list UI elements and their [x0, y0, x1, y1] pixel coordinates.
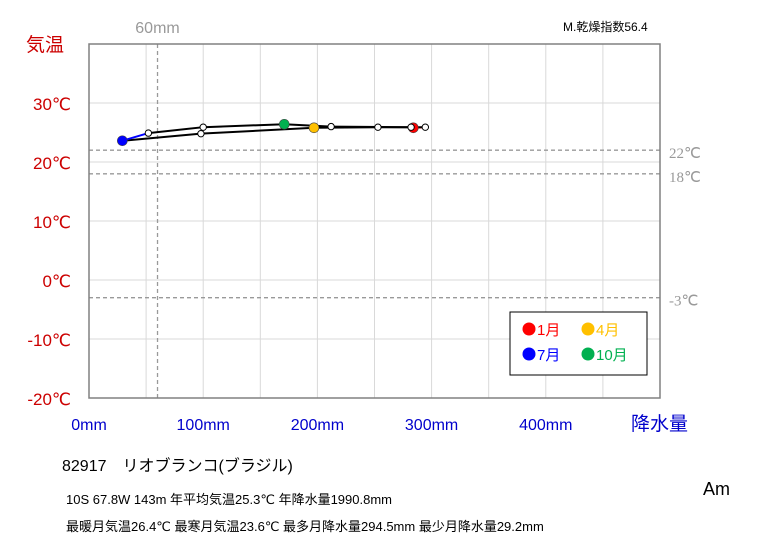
- legend-marker: [581, 322, 595, 336]
- y-tick-label: 0℃: [42, 272, 71, 291]
- reference-label-temp: -3℃: [669, 294, 698, 310]
- month-point-7: [117, 135, 128, 147]
- legend-box: [509, 311, 648, 376]
- climate-classification: Am: [703, 479, 730, 499]
- x-axis-title: 降水量: [631, 413, 688, 435]
- aridity-index: M.乾燥指数56.4: [563, 20, 648, 34]
- legend-label: 4月: [596, 322, 619, 339]
- plot-frame: [88, 43, 661, 399]
- legend-marker: [522, 347, 536, 361]
- month-point-10: [278, 118, 290, 130]
- x-tick-label: 100mm: [177, 417, 230, 434]
- reference-label-precip: 60mm: [135, 20, 179, 37]
- y-tick-labels: 30℃ 20℃ 10℃ 0℃ -10℃ -20℃: [27, 95, 71, 409]
- month-point-8: [144, 129, 153, 137]
- y-tick-label: 10℃: [33, 213, 71, 232]
- climate-path-segment: [331, 125, 412, 129]
- climate-path-segment: [203, 123, 285, 129]
- y-tick-label: 30℃: [33, 95, 71, 114]
- y-axis-title: 気温: [26, 34, 64, 56]
- month-point-4: [308, 122, 320, 134]
- legend-marker: [581, 347, 595, 361]
- climate-path-segment: [200, 126, 315, 135]
- month-point-12: [407, 123, 415, 131]
- month-point-11: [327, 122, 335, 131]
- climate-path-segment: [148, 126, 204, 135]
- legend-marker: [522, 322, 536, 336]
- y-tick-label: -20℃: [27, 390, 71, 409]
- x-tick-label: 300mm: [405, 417, 458, 434]
- legend: 1月 4月 7月 10月: [509, 311, 648, 376]
- month-point-3: [374, 123, 382, 131]
- reference-label-temp: 22℃: [669, 146, 701, 162]
- reference-lines: 22℃ 18℃ -3℃ 60mm: [89, 20, 701, 398]
- climate-path-segment: [284, 123, 332, 128]
- legend-label: 1月: [537, 322, 560, 339]
- legend-label: 7月: [537, 347, 560, 364]
- climate-path-segment: [122, 132, 202, 142]
- station-info-line-2: 最暖月気温26.4℃ 最寒月気温23.6℃ 最多月降水量294.5mm 最少月降…: [66, 519, 544, 534]
- x-tick-label: 0mm: [71, 417, 107, 434]
- y-tick-label: -10℃: [27, 331, 71, 350]
- legend-label: 10月: [596, 347, 628, 364]
- y-tick-label: 20℃: [33, 154, 71, 173]
- month-point-2: [421, 123, 430, 131]
- x-tick-label: 200mm: [291, 417, 344, 434]
- x-tick-label: 400mm: [519, 417, 572, 434]
- month-points: [117, 118, 430, 147]
- month-point-9: [199, 123, 207, 131]
- x-tick-labels: 0mm 100mm 200mm 300mm 400mm: [71, 417, 572, 434]
- month-point-5: [197, 129, 205, 138]
- station-title: 82917 リオブランコ(ブラジル): [62, 458, 293, 475]
- reference-label-temp: 18℃: [669, 170, 701, 186]
- station-info-line-1: 10S 67.8W 143m 年平均気温25.3℃ 年降水量1990.8mm: [66, 492, 392, 507]
